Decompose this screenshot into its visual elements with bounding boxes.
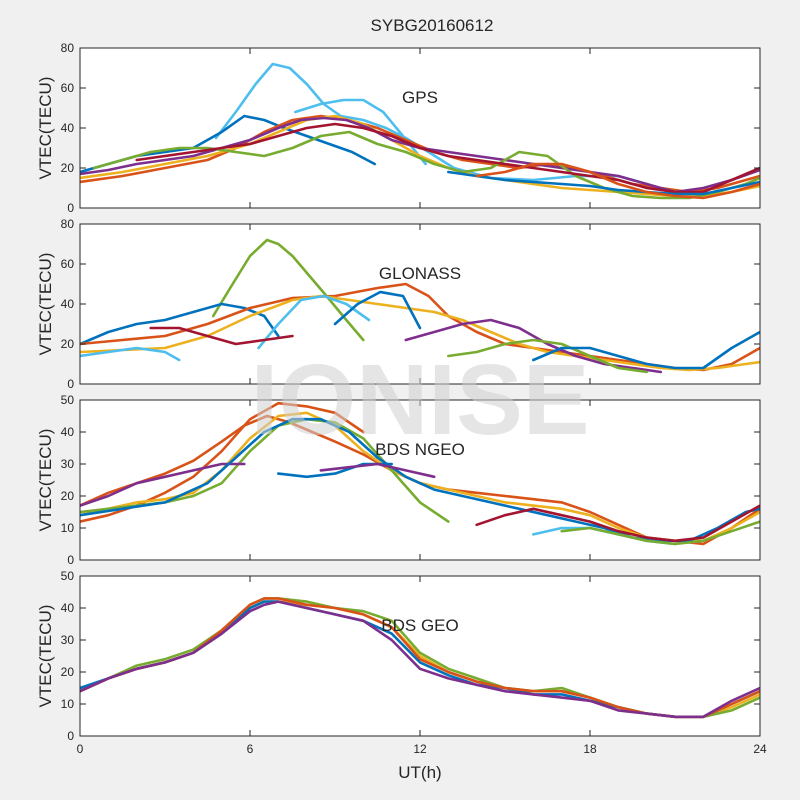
x-tick-label: 12	[413, 742, 427, 756]
series-group	[80, 62, 760, 200]
series-line-5	[80, 600, 760, 719]
y-tick-label: 10	[61, 697, 75, 711]
series-group	[80, 238, 760, 374]
series-line-8	[319, 462, 436, 479]
panel-label: BDS NGEO	[375, 440, 465, 459]
y-tick-label: 0	[67, 377, 74, 391]
series-group	[80, 401, 760, 546]
y-tick-label: 0	[67, 553, 74, 567]
chart-panel-2: 0 20 40 60 80 VTEC(TECU) GLONASS	[36, 217, 761, 391]
y-tick-label: 20	[61, 337, 75, 351]
chart-panel-4: 0 10 20 30 40 50 0 6 12 18 24 VTEC(TECU) BDS GEO	[36, 569, 767, 756]
y-tick-label: 40	[61, 425, 75, 439]
series-line-7	[92, 130, 760, 200]
series-line-6	[80, 116, 760, 194]
plot-area	[80, 224, 760, 384]
series-line-10	[475, 162, 760, 200]
y-axis-label: VTEC(TECU)	[36, 429, 55, 532]
y-tick-label: 60	[61, 257, 75, 271]
y-tick-label: 40	[61, 121, 75, 135]
series-line-4	[80, 294, 760, 372]
series-line-11	[560, 520, 760, 546]
y-axis-label: VTEC(TECU)	[36, 77, 55, 180]
y-tick-label: 0	[67, 729, 74, 743]
panel-label: GLONASS	[379, 264, 461, 283]
y-tick-label: 0	[67, 201, 74, 215]
plot-area	[80, 48, 760, 208]
x-tick-label: 18	[583, 742, 597, 756]
series-line-2	[293, 98, 428, 166]
series-line-10	[475, 504, 760, 543]
series-line-5	[404, 318, 663, 374]
y-tick-label: 50	[61, 393, 75, 407]
panel-label: GPS	[402, 88, 438, 107]
chart-panel-1: 0 20 40 60 80 VTEC(TECU) GPS	[36, 41, 761, 215]
y-axis-label: VTEC(TECU)	[36, 605, 55, 708]
chart-panel-3: 0 10 20 30 40 50 VTEC(TECU) BDS NGEO	[36, 393, 761, 567]
series-line-10	[446, 338, 649, 374]
series-line-7	[257, 294, 371, 350]
plot-area	[80, 400, 760, 560]
x-axis-label: UT(h)	[398, 763, 441, 782]
y-tick-label: 30	[61, 457, 75, 471]
x-tick-label: 0	[77, 742, 84, 756]
x-tick-label: 6	[247, 742, 254, 756]
y-tick-label: 20	[61, 489, 75, 503]
y-tick-label: 20	[61, 665, 75, 679]
series-line-8	[135, 122, 760, 194]
figure-title: SYBG20160612	[371, 16, 494, 35]
y-tick-label: 10	[61, 521, 75, 535]
y-tick-label: 60	[61, 81, 75, 95]
series-line-8	[149, 326, 294, 346]
series-line-9	[446, 170, 760, 196]
series-line-9	[333, 290, 422, 330]
series-line-1	[211, 238, 365, 342]
x-tick-label: 24	[753, 742, 767, 756]
y-tick-label: 40	[61, 297, 75, 311]
y-tick-label: 80	[61, 41, 75, 55]
series-group	[80, 597, 760, 719]
y-tick-label: 80	[61, 217, 75, 231]
series-line-5	[80, 462, 246, 507]
y-tick-label: 20	[61, 161, 75, 175]
y-tick-label: 30	[61, 633, 75, 647]
y-tick-label: 50	[61, 569, 75, 583]
y-axis-label: VTEC(TECU)	[36, 253, 55, 356]
y-tick-label: 40	[61, 601, 75, 615]
series-line-6	[80, 346, 181, 362]
watermark-text: IONISE	[251, 344, 590, 456]
series-line-11	[531, 330, 760, 370]
panel-label: BDS GEO	[381, 616, 458, 635]
